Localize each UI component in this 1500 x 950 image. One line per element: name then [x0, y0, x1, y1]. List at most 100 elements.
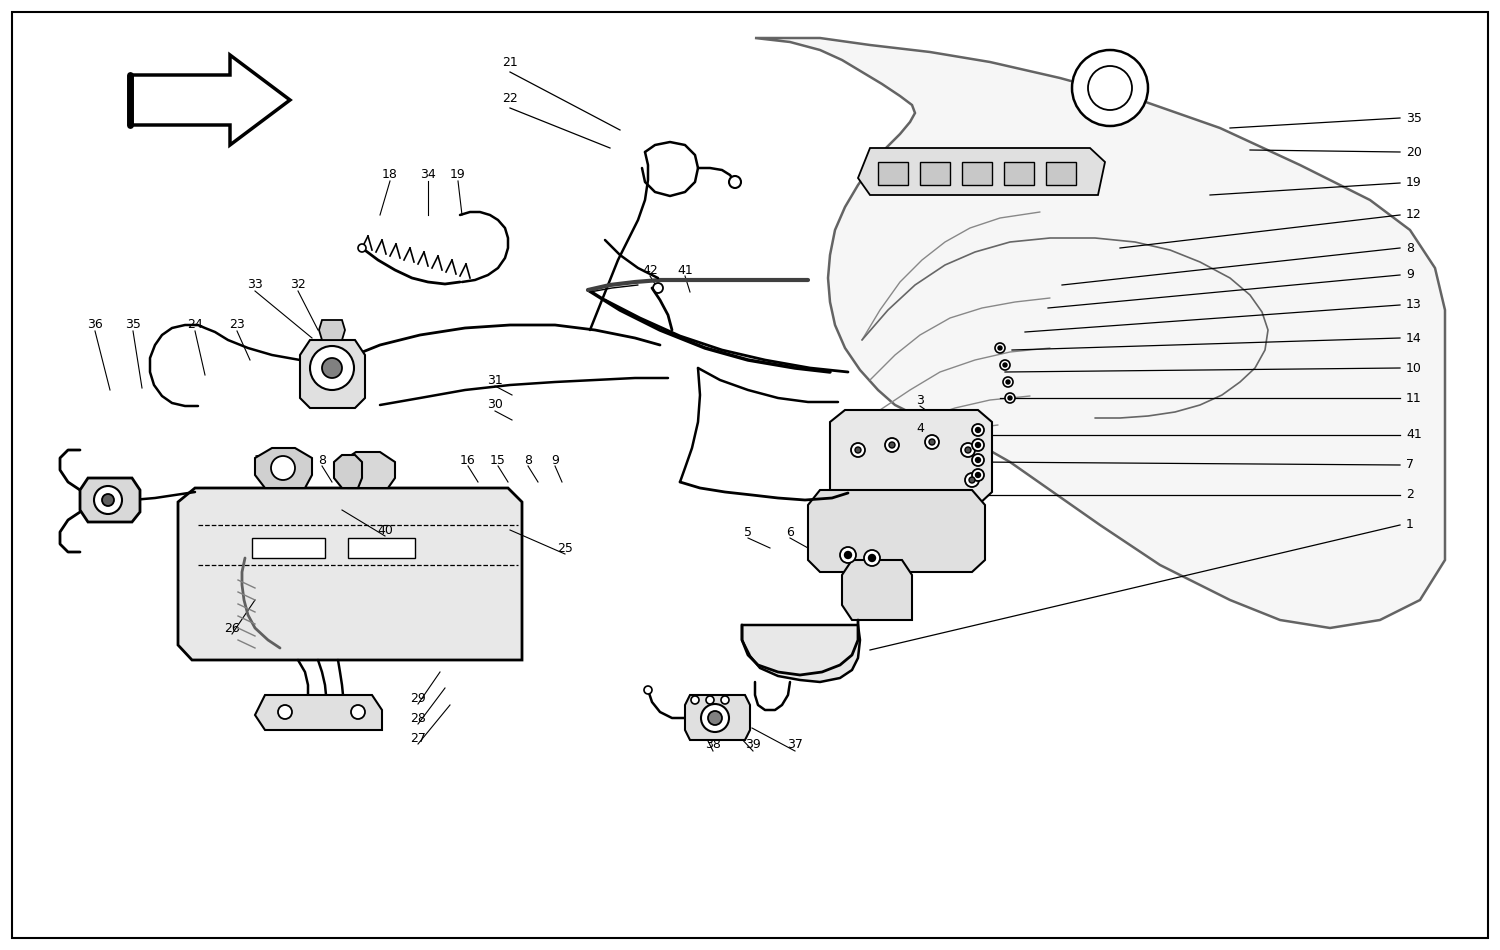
Text: 29: 29: [410, 692, 426, 705]
Circle shape: [351, 705, 364, 719]
Circle shape: [310, 346, 354, 390]
Polygon shape: [130, 55, 290, 145]
Text: 41: 41: [676, 263, 693, 276]
Circle shape: [868, 555, 876, 561]
Text: 8: 8: [318, 453, 326, 466]
Circle shape: [972, 439, 984, 451]
Text: 26: 26: [224, 621, 240, 635]
Text: 20: 20: [1406, 145, 1422, 159]
Circle shape: [926, 435, 939, 449]
Circle shape: [706, 696, 714, 704]
Circle shape: [928, 439, 934, 445]
Text: 18: 18: [382, 168, 398, 181]
Text: 15: 15: [490, 453, 506, 466]
Polygon shape: [878, 162, 908, 185]
Circle shape: [972, 469, 984, 481]
Circle shape: [1072, 50, 1148, 126]
Circle shape: [1004, 363, 1007, 367]
Text: 35: 35: [1406, 111, 1422, 124]
Text: 10: 10: [1406, 362, 1422, 374]
Text: 37: 37: [788, 738, 802, 751]
Polygon shape: [334, 455, 362, 488]
Circle shape: [975, 458, 981, 463]
Text: 28: 28: [410, 712, 426, 725]
Text: 11: 11: [1406, 391, 1422, 405]
Polygon shape: [348, 538, 416, 558]
Text: 5: 5: [744, 525, 752, 539]
Text: 12: 12: [284, 453, 300, 466]
Polygon shape: [300, 340, 364, 408]
Text: 16: 16: [460, 453, 476, 466]
Polygon shape: [842, 560, 912, 620]
Circle shape: [998, 346, 1002, 350]
Circle shape: [855, 447, 861, 453]
Text: 34: 34: [420, 168, 436, 181]
Circle shape: [964, 473, 980, 487]
Circle shape: [840, 547, 856, 563]
Text: 33: 33: [248, 278, 262, 292]
Text: 6: 6: [786, 525, 794, 539]
Polygon shape: [1046, 162, 1076, 185]
Text: 1: 1: [1406, 519, 1414, 531]
Text: 24: 24: [188, 318, 202, 332]
Text: 23: 23: [230, 318, 244, 332]
Text: 2: 2: [1406, 488, 1414, 502]
Circle shape: [994, 343, 1005, 353]
Circle shape: [850, 443, 865, 457]
Polygon shape: [80, 478, 140, 522]
Polygon shape: [858, 148, 1106, 195]
Circle shape: [278, 705, 292, 719]
Text: 41: 41: [1406, 428, 1422, 442]
Polygon shape: [754, 38, 1444, 628]
Text: 21: 21: [503, 55, 518, 68]
Circle shape: [652, 283, 663, 293]
Polygon shape: [686, 695, 750, 740]
Polygon shape: [808, 490, 986, 572]
Text: 7: 7: [1406, 459, 1414, 471]
Circle shape: [864, 550, 880, 566]
Circle shape: [885, 438, 898, 452]
Circle shape: [1000, 360, 1010, 370]
Circle shape: [969, 477, 975, 483]
Circle shape: [975, 428, 981, 432]
Text: 9: 9: [1406, 269, 1414, 281]
Text: 3: 3: [916, 393, 924, 407]
Text: 38: 38: [705, 738, 722, 751]
Circle shape: [322, 358, 342, 378]
Text: 8: 8: [1406, 241, 1414, 255]
Circle shape: [644, 686, 652, 694]
Circle shape: [700, 704, 729, 732]
Text: 9: 9: [550, 453, 560, 466]
Polygon shape: [252, 538, 326, 558]
Polygon shape: [962, 162, 992, 185]
Circle shape: [358, 244, 366, 252]
Text: 12: 12: [1406, 208, 1422, 221]
Circle shape: [972, 454, 984, 466]
Circle shape: [94, 486, 122, 514]
Text: 35: 35: [124, 318, 141, 332]
Text: 40: 40: [376, 523, 393, 537]
Circle shape: [962, 443, 975, 457]
Circle shape: [975, 443, 981, 447]
Text: 13: 13: [1406, 298, 1422, 312]
Circle shape: [972, 424, 984, 436]
Text: 14: 14: [1406, 332, 1422, 345]
Text: 19: 19: [1406, 177, 1422, 189]
Polygon shape: [340, 452, 394, 488]
Circle shape: [890, 442, 896, 448]
Text: 25: 25: [556, 542, 573, 555]
Polygon shape: [830, 410, 992, 505]
Polygon shape: [742, 625, 860, 682]
Circle shape: [1008, 396, 1013, 400]
Text: 31: 31: [488, 373, 502, 387]
Circle shape: [1004, 377, 1013, 387]
Circle shape: [975, 472, 981, 478]
Polygon shape: [178, 488, 522, 660]
Polygon shape: [255, 448, 312, 488]
Circle shape: [1005, 393, 1016, 403]
Text: 17: 17: [254, 453, 270, 466]
Text: 39: 39: [746, 738, 760, 751]
Polygon shape: [320, 320, 345, 340]
Circle shape: [708, 711, 722, 725]
Polygon shape: [920, 162, 950, 185]
